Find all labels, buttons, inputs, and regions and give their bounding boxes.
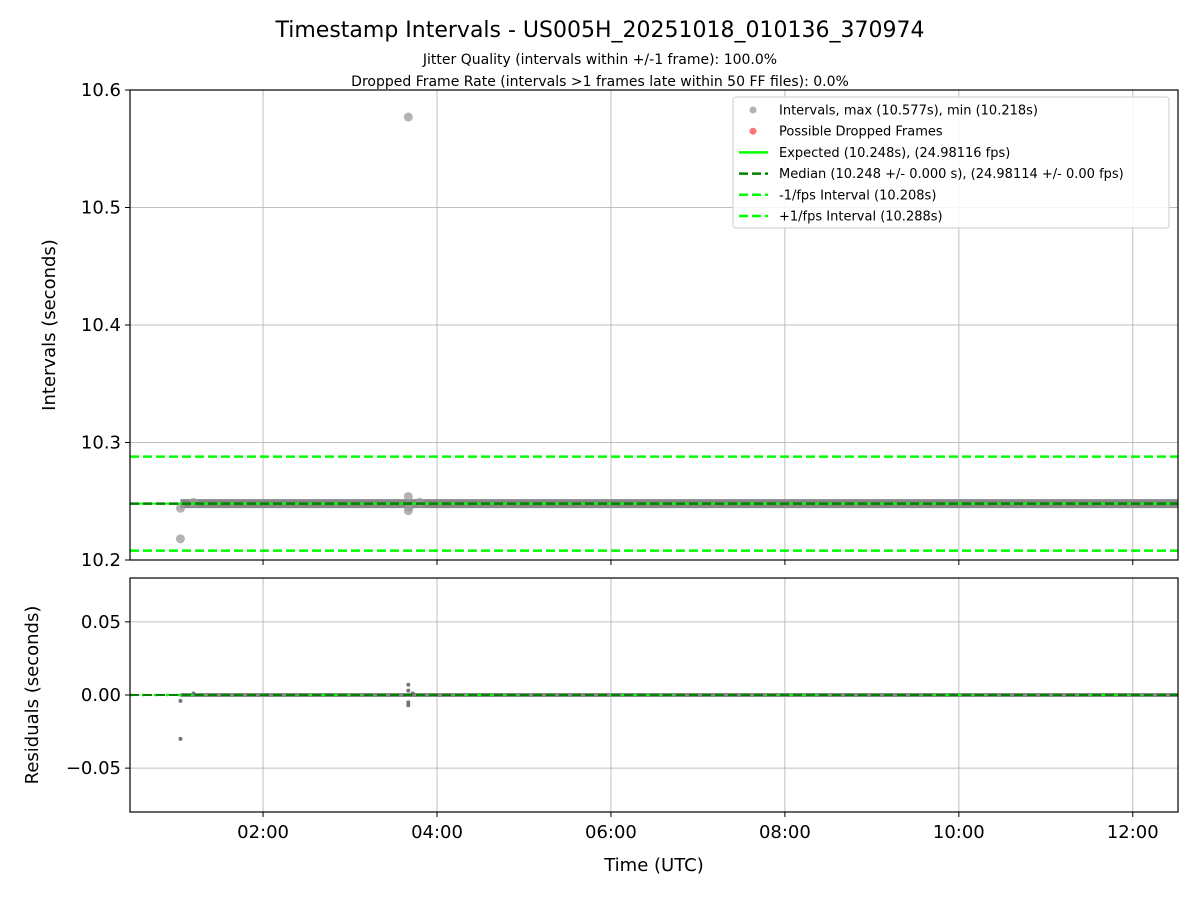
legend-label: Possible Dropped Frames xyxy=(779,125,943,140)
y-tick-label: 10.4 xyxy=(81,315,121,336)
legend-label: +1/fps Interval (10.288s) xyxy=(779,210,943,225)
interval-point xyxy=(406,700,411,705)
legend-label: Expected (10.248s), (24.98116 fps) xyxy=(779,146,1010,161)
legend-label: Intervals, max (10.577s), min (10.218s) xyxy=(779,104,1038,119)
y-tick-label: 10.3 xyxy=(81,433,121,454)
y-tick-label: 10.5 xyxy=(81,198,121,219)
interval-point xyxy=(178,736,183,741)
x-tick-label: 06:00 xyxy=(585,822,637,843)
interval-point xyxy=(406,688,411,693)
y-tick-label: 10.6 xyxy=(81,80,121,101)
x-tick-label: 10:00 xyxy=(933,822,985,843)
interval-point xyxy=(175,534,185,544)
chart-subtitle-dropped: Dropped Frame Rate (intervals >1 frames … xyxy=(351,74,849,90)
legend-marker xyxy=(749,106,757,114)
xlabel: Time (UTC) xyxy=(603,855,704,876)
interval-point xyxy=(403,492,413,502)
x-tick-label: 08:00 xyxy=(759,822,811,843)
interval-point xyxy=(403,112,413,122)
bottom-plot: −0.05 0.00 0.05 02:00 04:00 06:00 08:00 10:00 12… xyxy=(66,577,1179,843)
chart-subtitle-jitter: Jitter Quality (intervals within +/-1 fr… xyxy=(422,52,777,68)
interval-point xyxy=(404,502,414,512)
x-tick-label: 04:00 xyxy=(411,822,463,843)
legend: Intervals, max (10.577s), min (10.218s) P… xyxy=(732,96,1170,229)
bottom-ylabel: Residuals (seconds) xyxy=(22,606,43,785)
legend-label: Median (10.248 +/- 0.000 s), (24.98114 +… xyxy=(779,167,1124,182)
top-ylabel: Intervals (seconds) xyxy=(39,239,60,411)
legend-box xyxy=(732,96,1170,229)
y-tick-label: −0.05 xyxy=(66,758,121,779)
interval-point xyxy=(406,703,411,708)
y-tick-label: 0.00 xyxy=(81,685,121,706)
interval-point xyxy=(178,698,183,703)
interval-point xyxy=(175,503,185,513)
legend-label: -1/fps Interval (10.208s) xyxy=(779,188,936,203)
y-tick-label: 10.2 xyxy=(81,550,121,571)
y-tick-label: 0.05 xyxy=(81,612,121,633)
x-tick-label: 12:00 xyxy=(1107,822,1159,843)
x-tick-label: 02:00 xyxy=(237,822,289,843)
chart-title: Timestamp Intervals - US005H_20251018_01… xyxy=(275,18,925,43)
interval-point xyxy=(406,682,411,687)
legend-marker xyxy=(749,127,757,135)
